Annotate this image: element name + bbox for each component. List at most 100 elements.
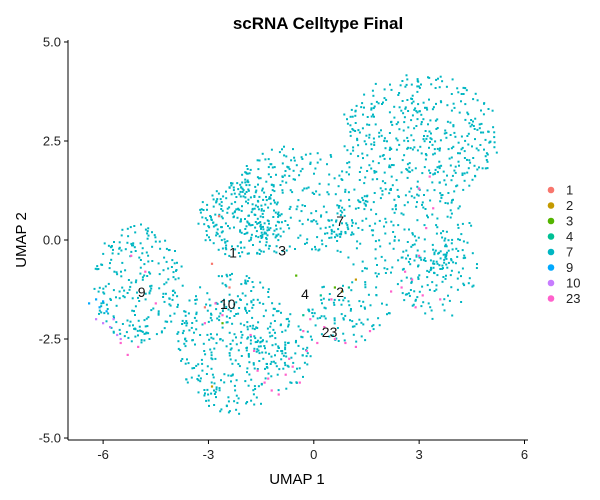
data-point <box>199 334 202 336</box>
data-point <box>438 165 441 168</box>
data-point <box>407 170 410 173</box>
data-point <box>431 143 434 146</box>
data-point <box>201 362 204 365</box>
data-point <box>388 192 391 195</box>
data-point <box>322 205 325 208</box>
data-point <box>256 369 259 372</box>
data-point <box>443 239 446 242</box>
data-point <box>410 281 413 284</box>
data-point <box>252 304 255 306</box>
data-point <box>411 278 414 281</box>
data-point <box>445 136 448 139</box>
data-point <box>358 318 361 321</box>
data-point <box>314 245 316 248</box>
data-point <box>457 226 460 229</box>
data-point <box>261 189 264 192</box>
data-point <box>344 231 347 233</box>
data-point <box>195 313 198 316</box>
data-point <box>264 377 267 380</box>
data-point <box>414 107 417 110</box>
data-point <box>226 207 229 210</box>
data-point <box>462 282 465 285</box>
data-point <box>340 313 343 316</box>
data-point <box>256 368 259 370</box>
data-point <box>348 173 350 176</box>
data-point <box>434 87 437 89</box>
data-point <box>210 336 213 339</box>
data-point <box>184 310 187 313</box>
data-point <box>406 293 408 296</box>
data-point <box>208 298 211 301</box>
data-point <box>260 227 262 230</box>
data-point <box>100 302 103 305</box>
data-point <box>201 216 204 219</box>
cluster-label-23: 23 <box>322 324 338 340</box>
data-point <box>205 399 208 402</box>
data-point <box>248 214 250 217</box>
data-point <box>248 373 251 376</box>
data-point <box>215 201 218 204</box>
legend-label: 1 <box>566 183 573 198</box>
data-point <box>154 236 157 239</box>
data-point <box>235 343 238 346</box>
data-point <box>383 225 385 228</box>
data-point <box>396 283 399 286</box>
data-point <box>163 300 166 303</box>
data-point <box>247 198 250 201</box>
data-point <box>210 219 213 221</box>
data-point <box>273 250 276 253</box>
data-point <box>472 120 474 123</box>
data-point <box>457 141 460 144</box>
data-point <box>265 238 268 241</box>
data-point <box>333 319 336 322</box>
data-point <box>439 139 442 142</box>
data-point <box>454 262 457 265</box>
data-point <box>258 195 261 198</box>
data-point <box>372 324 375 327</box>
data-point <box>277 211 280 214</box>
data-point <box>237 363 240 365</box>
data-point <box>249 335 252 338</box>
data-point <box>197 363 200 366</box>
data-point <box>294 248 296 250</box>
data-point <box>349 319 351 322</box>
data-point <box>385 98 388 101</box>
legend-swatch <box>547 202 555 209</box>
data-point <box>352 263 355 266</box>
data-point <box>360 321 363 324</box>
data-point <box>345 171 348 174</box>
data-point <box>449 209 452 212</box>
data-point <box>444 245 447 248</box>
data-point <box>215 342 218 345</box>
data-point <box>163 283 166 286</box>
data-point <box>355 340 358 343</box>
data-point <box>451 78 454 81</box>
data-point <box>383 88 386 91</box>
data-point <box>249 342 252 345</box>
data-point <box>423 194 425 196</box>
data-point <box>294 341 297 344</box>
data-point <box>306 352 309 355</box>
data-point <box>121 228 124 231</box>
data-point <box>298 219 301 222</box>
data-point <box>351 128 354 130</box>
data-point <box>323 315 326 318</box>
data-point <box>343 296 346 299</box>
data-point <box>327 183 330 186</box>
data-point <box>253 367 256 370</box>
data-point <box>147 316 150 319</box>
data-point <box>330 230 333 233</box>
data-point <box>365 134 368 137</box>
data-point <box>185 378 188 381</box>
data-point <box>462 240 465 243</box>
data-point <box>262 302 265 305</box>
data-point <box>278 151 281 154</box>
data-point <box>456 87 459 90</box>
data-point <box>354 130 357 132</box>
data-point <box>229 310 232 313</box>
data-point <box>446 120 449 123</box>
data-point <box>239 195 242 198</box>
data-point <box>391 184 394 187</box>
data-point <box>285 249 288 252</box>
data-point <box>395 123 398 126</box>
